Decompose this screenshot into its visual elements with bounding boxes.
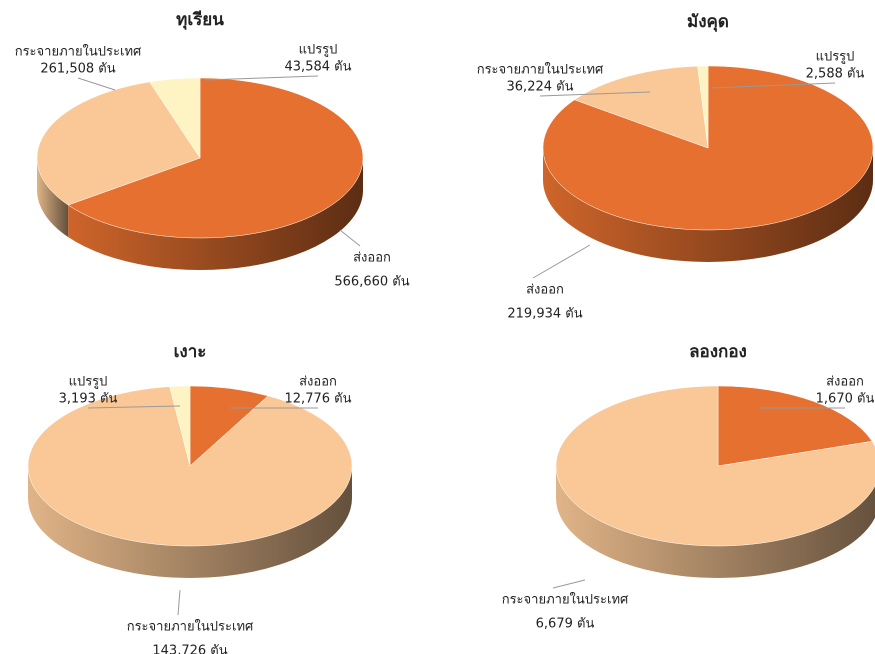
leader-line [552, 579, 586, 589]
slice-label: ส่งออก [353, 251, 391, 266]
slice [149, 77, 201, 159]
slice-value-label: 43,584 ตัน [285, 60, 352, 75]
slice-label: กระจายภายในประเทศ [15, 44, 142, 60]
slice [27, 386, 353, 547]
slice-side-shade [68, 158, 363, 270]
slice [555, 385, 875, 547]
slice-label: ส่งออก [299, 375, 337, 390]
slice-side-shade [543, 148, 873, 262]
slice-label: ส่งออก [526, 283, 564, 298]
slice-value-label: 143,726 ตัน [152, 644, 227, 654]
slice [697, 65, 709, 149]
leader-line [339, 229, 361, 247]
leader-line [539, 91, 651, 97]
slice [717, 385, 873, 467]
leader-line [77, 77, 116, 91]
chart-title: ลองกอง [689, 342, 747, 362]
slice-label: แปรรูป [69, 375, 108, 390]
leader-line [532, 244, 591, 279]
slice-value-label: 1,670 ตัน [816, 392, 875, 407]
slice-value-label: 12,776 ตัน [285, 392, 352, 407]
leader-line [204, 75, 319, 81]
slice-label: กระจายภายในประเทศ [127, 619, 254, 635]
leader-line [177, 589, 181, 616]
slice-side-shade [28, 466, 352, 578]
slice-label: กระจายภายในประเทศ [502, 592, 629, 608]
slice-value-label: 36,224 ตัน [507, 80, 574, 95]
slice-label: แปรรูป [299, 43, 338, 58]
slice-label: ส่งออก [826, 375, 864, 390]
slice-value-label: 2,588 ตัน [806, 67, 865, 82]
leader-line [711, 82, 836, 89]
slice-value-label: 219,934 ตัน [507, 307, 582, 322]
slice-value-label: 261,508 ตัน [40, 62, 115, 77]
slice-side-shade [37, 158, 69, 238]
slice-value-label: 3,193 ตัน [59, 392, 118, 407]
chart-title: ทุเรียน [176, 9, 224, 30]
slice [67, 77, 364, 239]
chart-title: มังคุด [687, 12, 729, 32]
slice-value-label: 566,660 ตัน [334, 275, 409, 290]
slice-label: กระจายภายในประเทศ [477, 62, 604, 78]
slice-label: แปรรูป [816, 50, 855, 65]
chart-title: เงาะ [174, 342, 207, 362]
leader-line [87, 405, 181, 409]
slice [36, 81, 201, 206]
slice-value-label: 6,679 ตัน [536, 617, 595, 632]
slice [573, 65, 709, 149]
slice-side-shade [556, 466, 875, 578]
